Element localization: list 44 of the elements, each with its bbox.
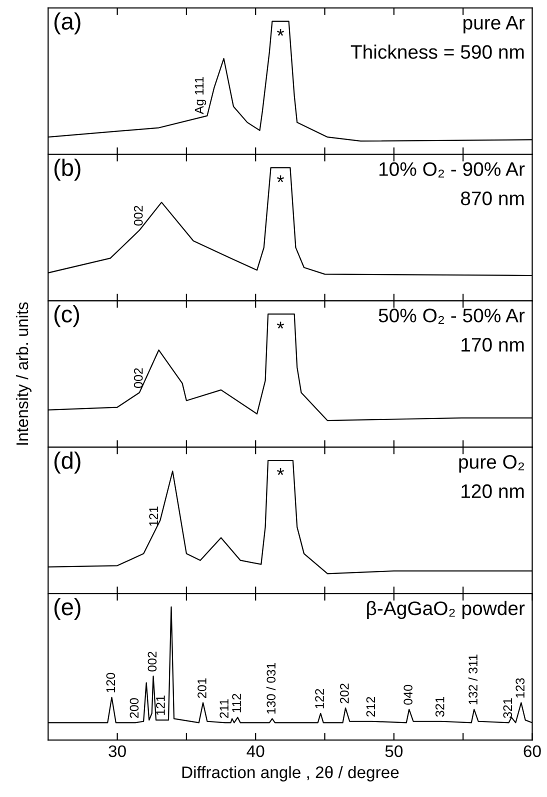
chart-title: (d) <box>54 452 80 474</box>
annotation: 120 nm <box>462 484 524 498</box>
annotation: pure Ar <box>464 16 525 34</box>
annotation: * <box>277 175 284 182</box>
y-axis-title: Intensity / arb. units <box>16 302 32 445</box>
annotation: 002 <box>134 368 143 388</box>
chart-title: (c) <box>54 305 80 328</box>
annotation: 50% O₂ - 50% Ar <box>378 308 525 324</box>
annotation: * <box>277 28 284 36</box>
annotation: 211 <box>220 699 228 718</box>
x-tick-label: 30 <box>108 745 126 758</box>
annotation: 201 <box>198 678 206 698</box>
x-axis-title: Diffraction angle , 2θ / degree <box>182 766 399 782</box>
annotation: 122 <box>315 689 324 708</box>
annotation: β-AgGaO₂ powder <box>367 600 525 620</box>
annotation: Thickness = 590 nm <box>350 44 524 59</box>
annotation: 112 <box>232 694 241 712</box>
annotation: Ag 111 <box>194 77 206 114</box>
annotation: 123 <box>516 678 525 698</box>
annotation: 212 <box>366 696 376 717</box>
annotation: 121 <box>149 506 158 526</box>
annotation: 321 <box>503 698 512 718</box>
annotation: pure O₂ <box>459 455 524 473</box>
annotation: 130 / 031 <box>266 663 276 714</box>
chart-title: (a) <box>54 12 80 34</box>
annotation: 132 / 311 <box>468 654 478 704</box>
x-tick-label: 60 <box>524 745 541 758</box>
chart-title: (e) <box>54 598 80 620</box>
annotation: 002 <box>134 206 143 226</box>
annotation: 002 <box>148 652 157 672</box>
annotation: 200 <box>130 698 139 718</box>
x-tick-label: 40 <box>246 745 264 758</box>
annotation: 321 <box>435 696 444 717</box>
x-tick-label: 50 <box>385 745 403 758</box>
annotation: * <box>277 468 284 475</box>
annotation: 040 <box>404 684 412 705</box>
annotation: 10% O₂ - 90% Ar <box>379 162 525 178</box>
chart-title: (b) <box>54 158 80 181</box>
annotation: 202 <box>340 684 349 704</box>
annotation: 121 <box>156 696 165 715</box>
annotation: 170 nm <box>462 338 524 352</box>
annotation: 870 nm <box>460 191 524 206</box>
annotation: * <box>277 322 284 329</box>
annotation: 120 <box>106 672 116 692</box>
